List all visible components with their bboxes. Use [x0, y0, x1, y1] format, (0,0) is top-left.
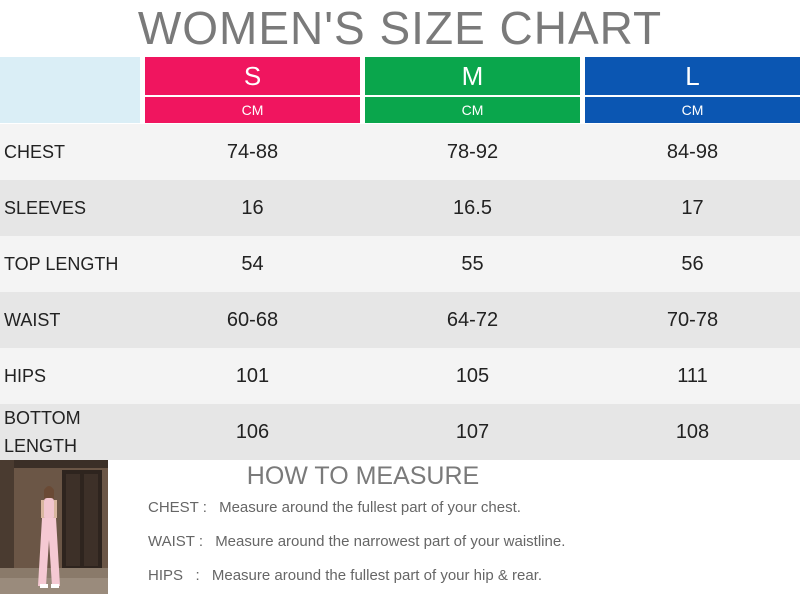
table-row: TOP LENGTH 54 55 56	[0, 236, 800, 292]
table-row: HIPS 101 105 111	[0, 348, 800, 404]
unit-label-s: CM	[145, 97, 360, 123]
cell-l: 56	[681, 253, 704, 275]
measure-text: Measure around the fullest part of your …	[219, 499, 521, 516]
measure-key: HIPS :	[148, 567, 200, 584]
cell-m: 105	[455, 365, 490, 387]
cell-s: 60-68	[226, 309, 279, 331]
cell-m: 64-72	[446, 309, 499, 331]
cell-s: 101	[235, 365, 270, 387]
size-header-l: L	[585, 57, 800, 95]
cell-l: 108	[675, 421, 710, 443]
cell-s: 54	[241, 253, 264, 275]
unit-label-l: CM	[585, 97, 800, 123]
cell-m: 107	[455, 421, 490, 443]
cell-s: 106	[235, 421, 270, 443]
cell-l: 17	[681, 197, 704, 219]
table-row: SLEEVES 16 16.5 17	[0, 180, 800, 236]
measure-item-hips: HIPS : Measure around the fullest part o…	[148, 565, 542, 587]
row-label: CHEST	[4, 142, 66, 162]
cell-s: 74-88	[226, 141, 279, 163]
cell-l: 70-78	[666, 309, 719, 331]
measure-item-chest: CHEST : Measure around the fullest part …	[148, 497, 521, 519]
cell-m: 16.5	[453, 197, 492, 219]
row-label: HIPS	[4, 366, 47, 386]
model-photo	[0, 460, 108, 594]
measure-key: CHEST :	[148, 499, 207, 516]
header-corner	[0, 57, 140, 123]
cell-l: 111	[677, 365, 708, 387]
measure-text: Measure around the fullest part of your …	[211, 567, 543, 584]
table-row: CHEST 74-88 78-92 84-98	[0, 124, 800, 180]
measure-text: Measure around the narrowest part of you…	[215, 533, 566, 550]
how-to-measure-title: HOW TO MEASURE	[246, 462, 480, 490]
row-label: TOP LENGTH	[4, 254, 119, 274]
cell-m: 78-92	[446, 141, 499, 163]
measure-item-waist: WAIST : Measure around the narrowest par…	[148, 531, 565, 553]
table-row: WAIST 60-68 64-72 70-78	[0, 292, 800, 348]
table-row: BOTTOM LENGTH 106 107 108	[0, 404, 800, 460]
row-label: SLEEVES	[4, 198, 87, 218]
cell-l: 84-98	[666, 141, 719, 163]
row-label: WAIST	[4, 310, 61, 330]
cell-s: 16	[241, 197, 264, 219]
cell-m: 55	[461, 253, 484, 275]
chart-title: WOMEN'S SIZE CHART	[137, 2, 663, 54]
unit-label-m: CM	[365, 97, 580, 123]
size-header-s: S	[145, 57, 360, 95]
row-label: BOTTOM LENGTH	[4, 408, 81, 456]
measure-key: WAIST :	[148, 533, 204, 550]
model-photo-illustration	[0, 460, 108, 594]
size-header-m: M	[365, 57, 580, 95]
